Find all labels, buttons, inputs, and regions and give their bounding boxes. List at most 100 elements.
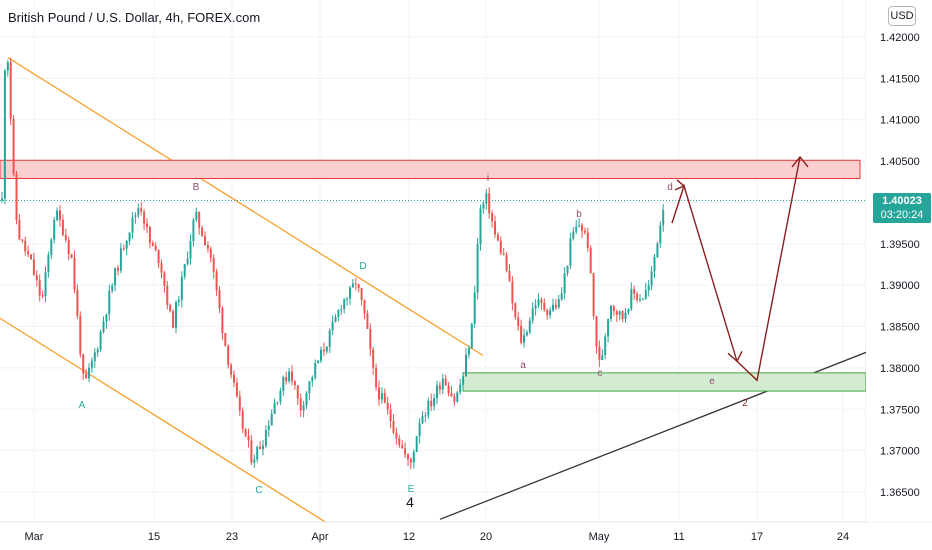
candle-body [641, 298, 644, 300]
candle-body [604, 336, 607, 356]
candle-body [96, 349, 99, 353]
candle-body [56, 210, 59, 221]
candle-body [61, 219, 64, 236]
candle-body [35, 275, 38, 281]
candle-body [27, 251, 30, 255]
candle-body [575, 226, 578, 232]
candle-body [128, 232, 131, 241]
candle-body [169, 304, 172, 312]
candle-body [212, 257, 215, 272]
candle-body [1, 198, 3, 201]
candle-body [383, 393, 386, 403]
candle-body [53, 220, 56, 240]
candle-body [351, 283, 354, 288]
candle-body [189, 241, 192, 259]
candle-body [520, 325, 523, 343]
candle-body [366, 313, 369, 329]
candle-body [76, 289, 79, 316]
wave-degree-label-4: 4 [406, 494, 414, 510]
candle-body [505, 254, 508, 271]
candle-body [186, 258, 189, 265]
candle-body [447, 385, 450, 394]
candle-body [314, 363, 317, 378]
candle-body [122, 248, 125, 250]
candle-body [99, 331, 102, 350]
candle-body [163, 272, 166, 286]
candle-body [488, 193, 491, 214]
candle-body [633, 289, 636, 294]
candle-body [578, 225, 581, 227]
candle-body [386, 402, 389, 410]
price-axis[interactable] [866, 0, 932, 522]
candle-body [233, 374, 235, 383]
candle-body [137, 208, 140, 216]
candle-body [459, 384, 462, 393]
price-tick-label: 1.40500 [880, 156, 920, 168]
candle-body [595, 316, 598, 347]
candle-body [259, 446, 262, 450]
price-tick-label: 1.41500 [880, 73, 920, 85]
candle-body [586, 232, 589, 248]
candle-body [334, 316, 337, 322]
arrowhead [674, 179, 686, 191]
candle-body [111, 285, 114, 291]
candle-body [540, 299, 543, 303]
candle-body [610, 305, 612, 319]
wave-label-E: E [408, 484, 415, 495]
candle-body [201, 227, 204, 237]
candle-body [566, 265, 569, 274]
candle-body [253, 459, 256, 463]
candle-body [372, 349, 375, 368]
time-axis[interactable]: Mar 15 23 Apr 12 20 May 11 17 24 [0, 521, 932, 543]
currency-button[interactable]: USD [888, 6, 916, 26]
candle-body [494, 221, 496, 235]
candle-body [90, 360, 93, 368]
time-tick-label: 17 [751, 531, 763, 543]
time-tick-label: Apr [311, 531, 328, 543]
last-price-badge: 1.40023 03:20:24 [873, 193, 931, 223]
candle-body [198, 211, 201, 228]
candle-body [456, 392, 459, 402]
candle-body [560, 293, 563, 300]
candle-body [473, 292, 476, 324]
candle-body [262, 445, 264, 450]
candle-body [322, 349, 325, 352]
candle-body [114, 267, 117, 286]
candle-body [125, 240, 128, 249]
time-tick-label: Mar [25, 531, 44, 543]
wave-labels: A C E D Ba c e b d i 4 2 [79, 173, 749, 510]
wave-label-b: b [576, 209, 582, 220]
candle-body [482, 203, 485, 209]
candle-body [450, 393, 453, 397]
candle-body [656, 243, 659, 258]
candle-body [407, 454, 409, 459]
time-tick-label: 24 [837, 531, 849, 543]
projection-arrows [671, 155, 809, 382]
wave-label-a: a [520, 360, 526, 371]
bar-countdown: 03:20:24 [880, 209, 924, 221]
last-price-value: 1.40023 [882, 195, 922, 207]
candle-body [79, 315, 82, 355]
candle-body [30, 254, 32, 260]
candle-body [227, 345, 230, 366]
candle-body [82, 354, 85, 374]
candle-body [32, 259, 35, 276]
candle-body [157, 249, 160, 264]
candle-body [47, 255, 50, 273]
price-zones [0, 159, 867, 392]
candle-body [250, 440, 253, 463]
candle-body [438, 385, 441, 390]
candle-body [465, 354, 467, 377]
candle-body [421, 416, 424, 424]
candle-body [583, 230, 586, 233]
candle-body [305, 393, 308, 406]
candle-body [404, 448, 407, 455]
price-tick-label: 1.37000 [880, 446, 920, 458]
candle-body [3, 70, 6, 199]
candle-body [21, 239, 24, 241]
candle-body [615, 311, 618, 315]
wave-label-C: C [255, 485, 262, 496]
candle-body [108, 290, 111, 315]
candle-body [627, 308, 630, 313]
